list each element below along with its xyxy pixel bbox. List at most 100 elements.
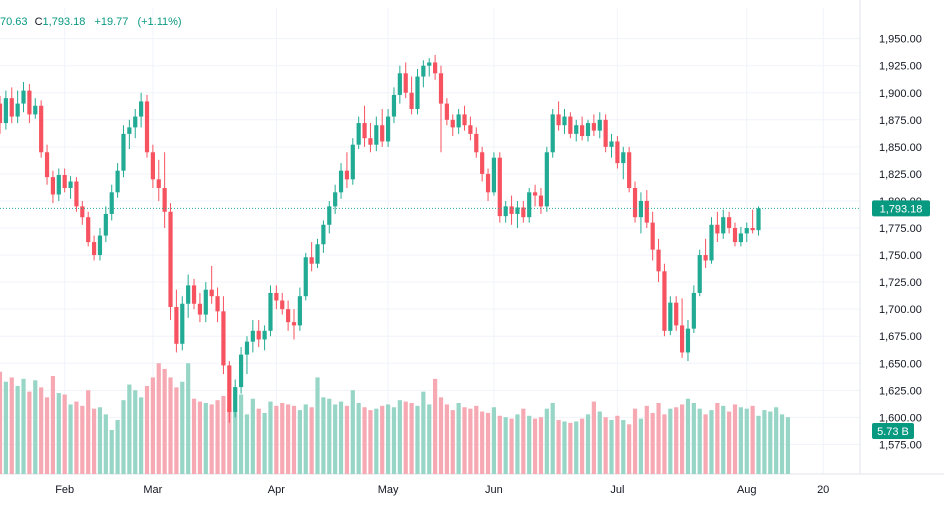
candle-body <box>103 213 108 236</box>
candle-body <box>391 94 397 117</box>
volume-bar <box>427 404 432 474</box>
candle-body <box>144 101 150 153</box>
candle-body <box>591 123 596 131</box>
candle-body <box>356 123 361 145</box>
price-axis[interactable]: 1,950.00 1,925.00 1,900.00 1,875.00 1,850.00… <box>879 34 922 452</box>
volume-label: 5.73 B <box>877 426 909 438</box>
volume-bar <box>309 407 314 474</box>
volume-bar <box>286 404 291 474</box>
volume-bar <box>315 377 320 474</box>
volume-bar <box>532 418 538 474</box>
candle-body <box>427 62 432 66</box>
volume-bar <box>779 414 785 474</box>
volume-bar <box>497 415 502 474</box>
candle-body <box>91 242 97 256</box>
x-tick-label: Apr <box>268 484 285 496</box>
volume-bar <box>644 405 649 474</box>
candle-body <box>421 65 426 77</box>
volume-bar <box>750 405 755 474</box>
candle-body <box>644 200 649 223</box>
volume-bar <box>368 410 373 474</box>
candle-body <box>209 289 214 297</box>
candle-body <box>115 170 120 193</box>
volume-bar <box>721 405 726 474</box>
candle-body <box>338 170 344 193</box>
volume-bar <box>74 401 79 474</box>
volume-bar <box>9 377 14 474</box>
candle-body <box>291 322 297 326</box>
candle-body <box>450 119 455 128</box>
y-tick-label: 1,750.00 <box>879 250 922 262</box>
candle-body <box>474 133 479 153</box>
volume-bar <box>109 429 114 474</box>
candle-body <box>221 311 226 366</box>
candle-body <box>62 174 67 188</box>
candle-body <box>156 179 161 188</box>
volume-bar <box>762 410 767 474</box>
volume-bar <box>103 414 108 474</box>
candle-body <box>568 116 573 134</box>
y-tick-label: 1,700.00 <box>879 304 922 316</box>
candle-body <box>56 174 61 195</box>
candle-body <box>333 192 338 207</box>
grid-lines <box>0 0 944 475</box>
volume-bar <box>609 420 614 474</box>
volume-bar <box>0 371 3 474</box>
candle-body <box>74 181 79 207</box>
candle-body <box>456 114 461 128</box>
volume-bar <box>774 407 779 474</box>
volume-bar <box>474 405 479 474</box>
legend-close-label: C <box>34 16 43 28</box>
volume-bar <box>233 411 238 474</box>
candle-body <box>509 206 514 214</box>
volume-bar <box>679 404 685 474</box>
candle-body <box>691 292 696 329</box>
candle-body <box>238 354 244 388</box>
volume-bar <box>33 380 38 474</box>
volume-bar <box>356 403 361 474</box>
volume-bar <box>668 408 673 474</box>
candle-body <box>609 141 614 147</box>
candle-body <box>727 217 732 229</box>
candle-body <box>538 195 544 207</box>
candle-body <box>21 90 26 104</box>
candle-body <box>86 217 91 243</box>
candle-body <box>256 330 261 340</box>
volume-bar <box>580 418 585 474</box>
candle-body <box>662 271 667 331</box>
candle-body <box>556 114 561 126</box>
volume-bar <box>244 414 250 474</box>
candle-body <box>397 73 402 95</box>
candle-body <box>374 125 379 145</box>
candle-body <box>715 224 720 234</box>
candle-body <box>250 330 255 342</box>
volume-bar <box>397 400 402 474</box>
volume-bar <box>433 378 438 474</box>
candle-body <box>732 228 738 243</box>
candle-body <box>150 152 155 180</box>
volume-bar <box>39 387 44 474</box>
volume-bar <box>627 424 632 474</box>
candles <box>0 54 761 423</box>
candle-body <box>97 235 103 256</box>
volume-bar <box>333 404 338 474</box>
legend-open-fragment: 70.63 <box>0 16 28 28</box>
candle-body <box>679 325 685 353</box>
time-axis[interactable]: Feb Mar Apr May Jun Jul Aug 20 <box>55 484 829 496</box>
volume-bar <box>374 408 379 474</box>
volume-bar <box>297 410 302 474</box>
x-tick-label: Jun <box>485 484 503 496</box>
candle-body <box>597 119 602 131</box>
volume-bar <box>632 408 638 474</box>
volume-bar <box>91 408 97 474</box>
volume-bar <box>121 400 126 474</box>
candle-body <box>685 328 691 353</box>
candle-body <box>321 224 326 245</box>
volume-bar <box>186 363 191 474</box>
candle-body <box>497 157 502 217</box>
candle-body <box>744 228 749 234</box>
volume-bar <box>738 407 743 474</box>
candle-body <box>174 307 179 344</box>
